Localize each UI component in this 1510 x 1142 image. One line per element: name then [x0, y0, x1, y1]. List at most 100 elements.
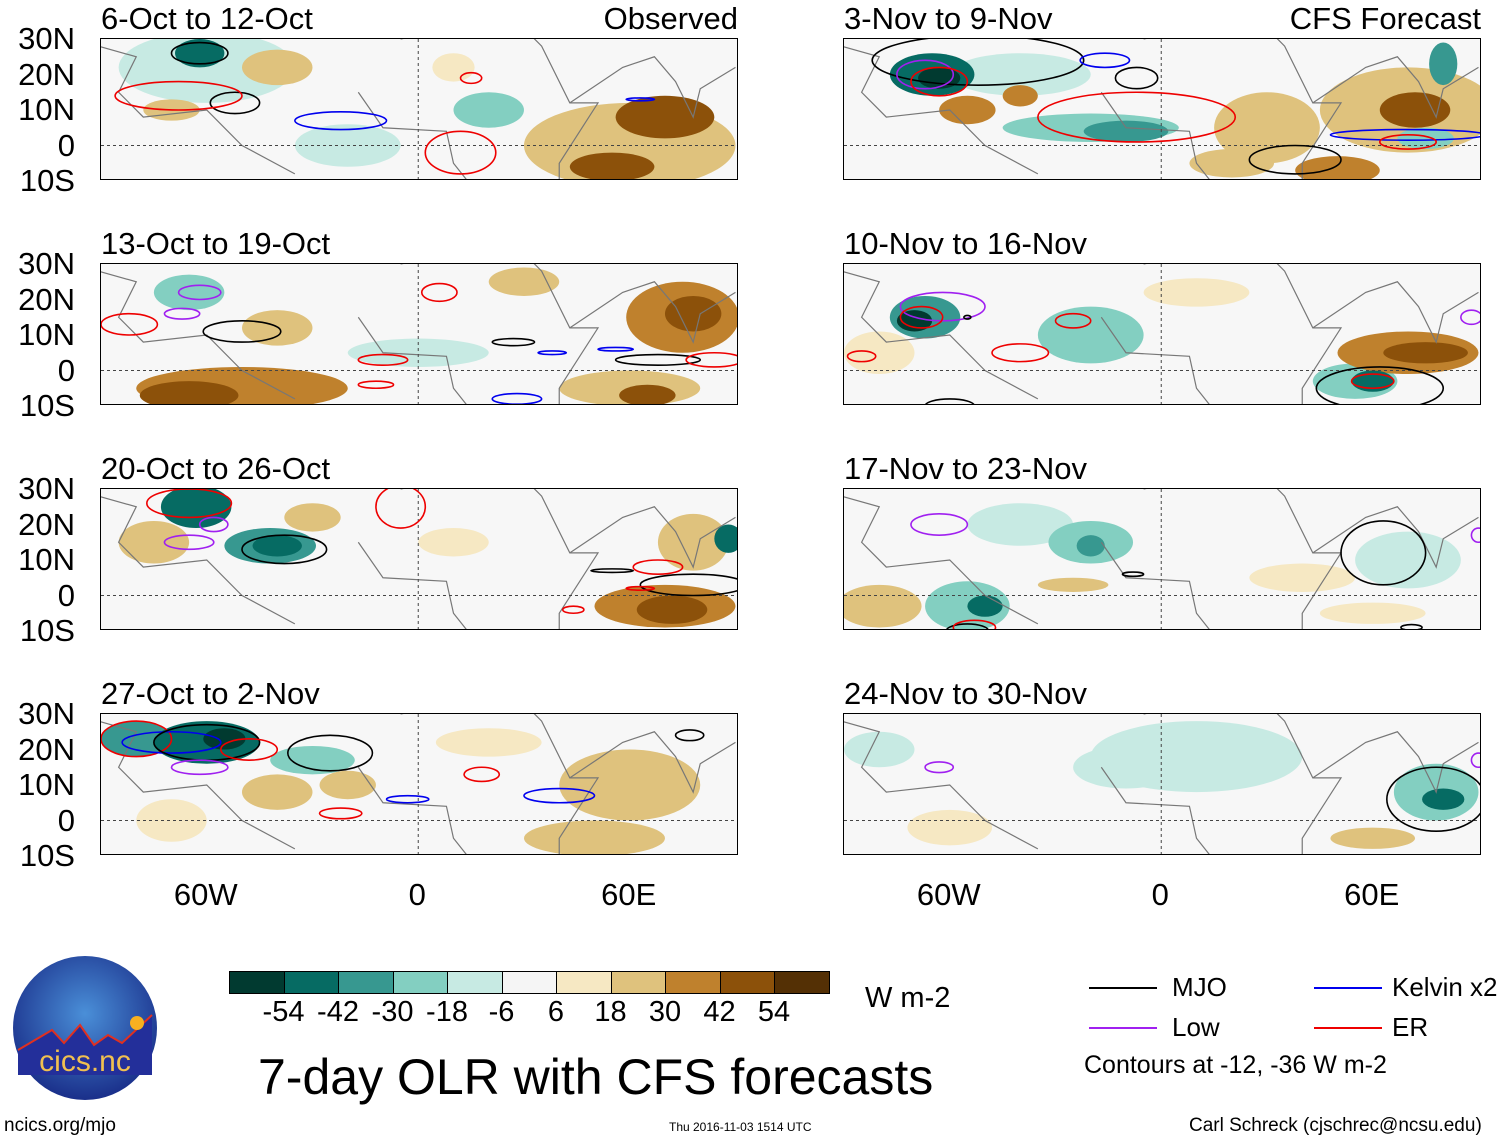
- map: [101, 489, 737, 629]
- colorbar-swatch: [775, 972, 829, 993]
- coastline: [1100, 91, 1210, 179]
- er-line-swatch: [1314, 1027, 1382, 1029]
- lat-label: 20N: [18, 56, 75, 92]
- colorbar-swatch: [502, 972, 557, 993]
- colorbar-tick-label: -42: [317, 996, 359, 1028]
- low-contour: [1470, 527, 1480, 544]
- olr-map-panel: [843, 38, 1481, 180]
- low-contour: [198, 516, 229, 533]
- er-contour: [1037, 91, 1237, 143]
- olr-anomaly: [844, 331, 915, 375]
- lat-label: 10S: [19, 388, 75, 423]
- colorbar-tick-label: -18: [426, 996, 468, 1028]
- lat-label: 10S: [19, 838, 75, 873]
- map: [101, 39, 737, 179]
- coastline: [1312, 281, 1479, 344]
- colorbar-swatch: [448, 972, 503, 993]
- coastline: [1312, 56, 1479, 119]
- observed-label: Observed: [603, 1, 738, 36]
- kelvin-contour: [1079, 52, 1131, 69]
- mjo-contour: [1121, 571, 1145, 578]
- mjo-contour: [1114, 66, 1159, 90]
- panel-title: 27-Oct to 2-Nov: [101, 676, 320, 711]
- panel-title: 6-Oct to 12-Oct: [101, 1, 313, 36]
- lat-label: 10N: [18, 92, 75, 127]
- lat-label: 30N: [18, 21, 75, 56]
- coastline: [357, 316, 467, 404]
- coastline: [1143, 39, 1343, 179]
- colorbar-units: W m-2: [865, 982, 951, 1014]
- colorbar-swatch: [230, 972, 285, 993]
- coastline: [569, 56, 736, 119]
- coastline: [1143, 264, 1343, 404]
- olr-map-panel: [100, 263, 738, 405]
- olr-anomaly: [1083, 120, 1169, 142]
- colorbar-swatch: [339, 972, 394, 993]
- coastline: [1100, 766, 1210, 854]
- coastline: [569, 281, 736, 344]
- colorbar-swatch: [284, 972, 339, 993]
- olr-anomaly: [524, 820, 665, 854]
- er-contour: [1378, 134, 1437, 150]
- coastline: [1143, 489, 1343, 629]
- lat-label: 30N: [18, 246, 75, 281]
- low-contour: [910, 513, 969, 536]
- lat-label: 20N: [18, 731, 75, 767]
- lat-label: 20N: [18, 506, 75, 542]
- colorbar-tick-label: 6: [547, 996, 565, 1028]
- panel-title: 3-Nov to 9-Nov: [844, 1, 1053, 36]
- legend-kelvin: Kelvin x2: [1392, 972, 1498, 1002]
- olr-anomaly: [1383, 342, 1468, 364]
- kelvin-contour: [597, 346, 635, 352]
- olr-anomaly: [967, 503, 1074, 546]
- er-contour: [991, 343, 1050, 363]
- olr-anomaly: [619, 384, 676, 404]
- lon-label: 60E: [1344, 877, 1400, 912]
- er-contour: [625, 585, 656, 591]
- er-contour: [318, 807, 363, 820]
- lat-label: 10S: [19, 163, 75, 198]
- olr-anomaly: [907, 809, 993, 846]
- kelvin-contour: [523, 787, 596, 804]
- low-contour: [896, 59, 955, 90]
- olr-anomaly: [453, 92, 524, 128]
- forecast-label: CFS Forecast: [1289, 1, 1481, 36]
- olr-anomaly: [1037, 306, 1144, 364]
- kelvin-contour: [1329, 128, 1480, 141]
- mjo-contour: [674, 729, 705, 742]
- olr-map-panel: [100, 38, 738, 180]
- er-contour: [114, 80, 243, 111]
- lon-label: 60E: [601, 877, 657, 912]
- er-contour: [101, 312, 159, 336]
- coastline: [357, 91, 467, 179]
- olr-anomaly: [896, 310, 933, 332]
- coastline: [1100, 541, 1210, 629]
- olr-anomaly: [844, 731, 915, 768]
- lon-label: 60W: [173, 877, 238, 912]
- lat-label: 0: [57, 802, 75, 838]
- er-contour: [357, 380, 395, 390]
- coastline: [400, 39, 600, 179]
- er-contour: [685, 351, 737, 368]
- olr-anomaly: [664, 295, 722, 332]
- coastline: [1312, 731, 1479, 794]
- olr-anomaly: [432, 53, 475, 82]
- olr-anomaly: [925, 581, 1010, 629]
- footer-url[interactable]: ncics.org/mjo: [4, 1115, 116, 1136]
- olr-anomaly: [101, 721, 172, 757]
- coastline: [1143, 714, 1343, 854]
- lat-label: 10N: [18, 767, 75, 802]
- er-contour: [375, 489, 427, 529]
- olr-map-panel: [843, 713, 1481, 855]
- olr-anomaly: [435, 728, 542, 757]
- olr-anomaly: [615, 95, 715, 139]
- olr-anomaly: [175, 39, 225, 68]
- map: [844, 39, 1480, 179]
- footer-timestamp: Thu 2016-11-03 1514 UTC: [669, 1120, 812, 1134]
- olr-anomaly: [319, 770, 376, 800]
- coastline: [400, 714, 600, 854]
- panel-title: 10-Nov to 16-Nov: [844, 226, 1087, 261]
- logo-text: cics.nc: [39, 1045, 131, 1078]
- coastline: [357, 766, 467, 854]
- er-contour: [632, 559, 684, 575]
